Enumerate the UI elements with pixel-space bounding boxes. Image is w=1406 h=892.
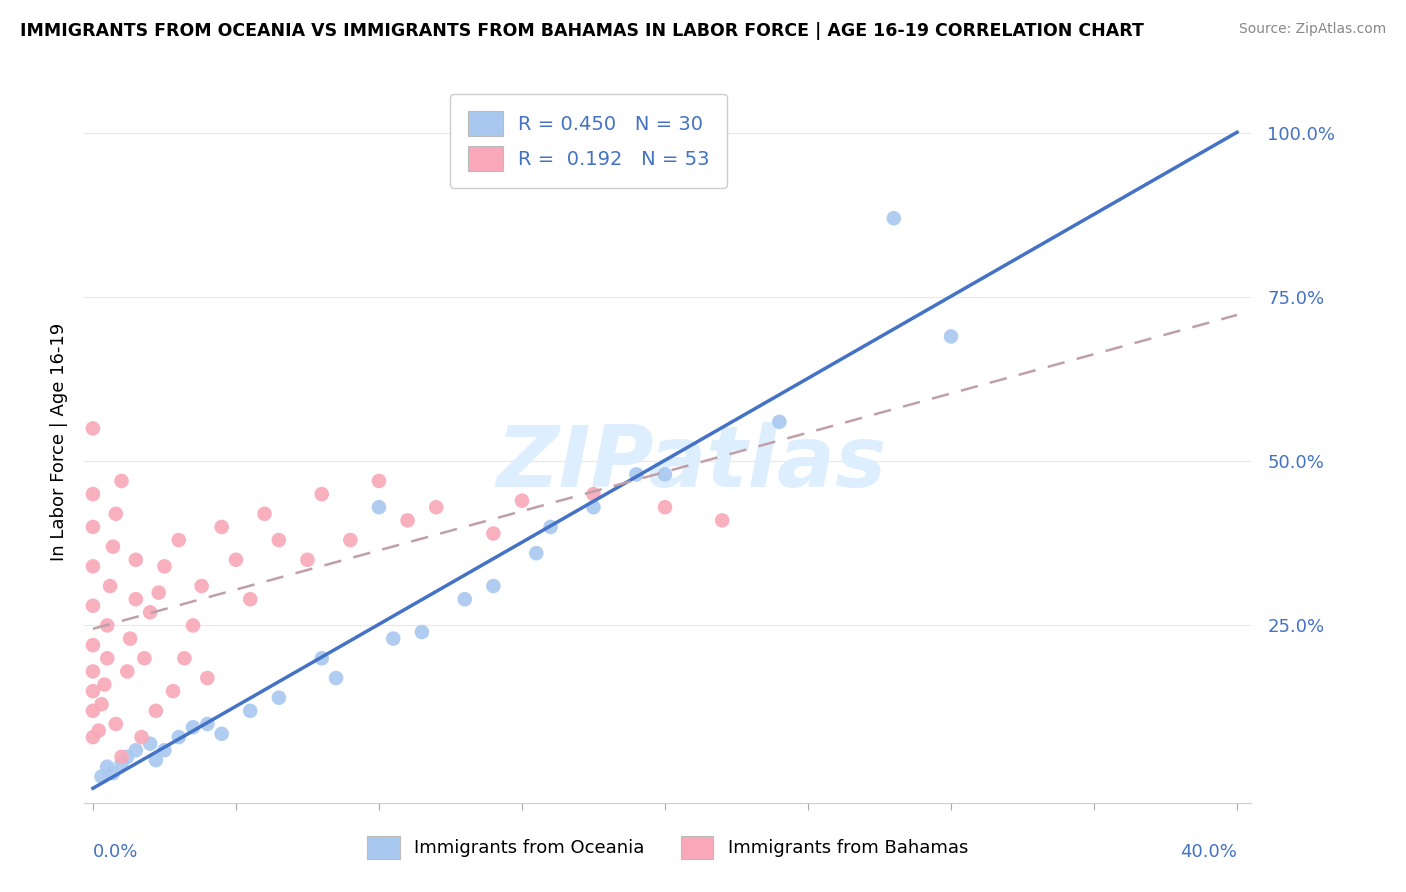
Text: 40.0%: 40.0% [1180, 843, 1237, 861]
Point [153, 743, 176, 757]
Y-axis label: In Labor Force | Age 16-19: In Labor Force | Age 16-19 [49, 322, 67, 561]
Point [711, 513, 734, 527]
Point [125, 743, 148, 757]
Point [524, 546, 547, 560]
Point [425, 500, 447, 515]
Point [325, 671, 347, 685]
Point [181, 618, 204, 632]
Point [82, 665, 104, 679]
Point [411, 625, 433, 640]
Point [82, 684, 104, 698]
Point [883, 211, 905, 226]
Point [454, 592, 477, 607]
Point [82, 487, 104, 501]
Point [768, 415, 790, 429]
Text: Source: ZipAtlas.com: Source: ZipAtlas.com [1239, 22, 1386, 37]
Legend: Immigrants from Oceania, Immigrants from Bahamas: Immigrants from Oceania, Immigrants from… [360, 829, 976, 866]
Point [101, 540, 124, 554]
Point [90, 770, 112, 784]
Point [939, 329, 962, 343]
Point [82, 730, 104, 744]
Point [510, 493, 533, 508]
Point [110, 474, 132, 488]
Point [82, 638, 104, 652]
Point [82, 704, 104, 718]
Point [148, 585, 170, 599]
Point [368, 474, 391, 488]
Point [173, 651, 195, 665]
Point [167, 533, 190, 547]
Point [87, 723, 110, 738]
Text: ZIPatlas: ZIPatlas [496, 422, 886, 505]
Point [117, 749, 139, 764]
Point [225, 553, 247, 567]
Point [654, 500, 676, 515]
Point [82, 520, 104, 534]
Point [125, 592, 148, 607]
Point [195, 717, 218, 731]
Point [82, 421, 104, 435]
Point [190, 579, 212, 593]
Point [139, 737, 162, 751]
Point [211, 520, 233, 534]
Point [382, 632, 405, 646]
Point [104, 717, 127, 731]
Point [134, 651, 156, 665]
Text: IMMIGRANTS FROM OCEANIA VS IMMIGRANTS FROM BAHAMAS IN LABOR FORCE | AGE 16-19 CO: IMMIGRANTS FROM OCEANIA VS IMMIGRANTS FR… [20, 22, 1143, 40]
Point [125, 553, 148, 567]
Point [211, 727, 233, 741]
Point [96, 651, 118, 665]
Point [153, 559, 176, 574]
Point [297, 553, 319, 567]
Point [101, 766, 124, 780]
Point [582, 487, 605, 501]
Point [110, 749, 132, 764]
Point [253, 507, 276, 521]
Point [145, 753, 167, 767]
Point [145, 704, 167, 718]
Point [117, 665, 139, 679]
Point [104, 507, 127, 521]
Point [93, 677, 115, 691]
Point [96, 618, 118, 632]
Point [181, 720, 204, 734]
Point [239, 592, 262, 607]
Point [368, 500, 391, 515]
Point [162, 684, 184, 698]
Point [90, 698, 112, 712]
Text: 0.0%: 0.0% [93, 843, 138, 861]
Point [139, 605, 162, 619]
Point [82, 559, 104, 574]
Point [131, 730, 153, 744]
Point [267, 533, 290, 547]
Point [482, 579, 505, 593]
Point [311, 651, 333, 665]
Point [120, 632, 142, 646]
Point [339, 533, 361, 547]
Point [311, 487, 333, 501]
Point [195, 671, 218, 685]
Point [540, 520, 562, 534]
Point [167, 730, 190, 744]
Point [626, 467, 648, 482]
Point [582, 500, 605, 515]
Point [110, 756, 132, 771]
Point [98, 579, 121, 593]
Point [82, 599, 104, 613]
Point [654, 467, 676, 482]
Point [267, 690, 290, 705]
Point [239, 704, 262, 718]
Point [396, 513, 419, 527]
Point [482, 526, 505, 541]
Point [96, 760, 118, 774]
